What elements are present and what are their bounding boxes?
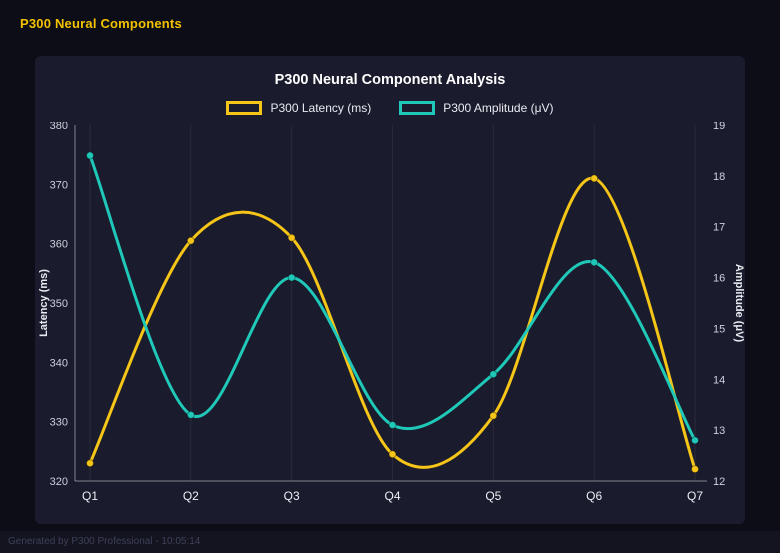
legend-swatch <box>226 101 263 115</box>
data-point[interactable] <box>590 258 599 267</box>
x-axis-label: Q2 <box>183 489 199 503</box>
data-point[interactable] <box>489 370 498 379</box>
data-point[interactable] <box>388 450 397 459</box>
data-point[interactable] <box>186 236 195 245</box>
legend-item-0[interactable]: P300 Latency (ms) <box>226 101 371 115</box>
left-axis-tick: 360 <box>50 239 68 251</box>
left-axis-tick: 340 <box>50 357 68 369</box>
right-axis-tick: 12 <box>713 476 725 488</box>
right-axis-tick: 13 <box>713 425 725 437</box>
legend-label: P300 Latency (ms) <box>270 101 372 115</box>
right-axis-title: Amplitude (μV) <box>733 264 745 343</box>
right-axis-tick: 17 <box>713 222 725 234</box>
right-axis-tick: 18 <box>713 171 725 183</box>
x-axis-label: Q7 <box>687 489 703 503</box>
x-axis-label: Q5 <box>485 489 501 503</box>
data-point[interactable] <box>86 459 94 468</box>
left-axis-tick: 370 <box>50 179 68 191</box>
data-point[interactable] <box>86 151 94 160</box>
legend-item-1[interactable]: P300 Amplitude (μV) <box>399 101 554 115</box>
chart-plot: 320 330 340 350 360 370 380 12 13 14 15 16 17 18 19 Q1 Q… <box>38 122 745 503</box>
left-axis-tick: 330 <box>50 417 68 429</box>
x-axis-label: Q4 <box>384 489 400 503</box>
footer-bar: Generated by P300 Professional - 10:05:1… <box>0 531 780 553</box>
data-point[interactable] <box>590 174 599 183</box>
data-point[interactable] <box>186 410 195 419</box>
x-axis-label: Q6 <box>586 489 602 503</box>
left-axis-tick: 350 <box>50 298 68 310</box>
data-point[interactable] <box>287 273 296 282</box>
footer-text: Generated by P300 Professional - 10:05:1… <box>8 536 201 547</box>
x-axis-label: Q1 <box>82 489 98 503</box>
legend-swatch <box>399 101 436 115</box>
data-point[interactable] <box>287 233 296 242</box>
page-title: P300 Neural Components <box>20 16 182 31</box>
left-axis-title: Latency (ms) <box>38 269 50 337</box>
left-axis-tick: 380 <box>50 122 68 132</box>
legend-label: P300 Amplitude (μV) <box>443 101 554 115</box>
right-axis-tick: 14 <box>713 374 725 386</box>
right-axis-tick: 19 <box>713 122 725 132</box>
data-point[interactable] <box>691 436 699 445</box>
data-point[interactable] <box>388 421 397 430</box>
data-point[interactable] <box>691 465 699 474</box>
chart-title: P300 Neural Component Analysis <box>274 72 506 88</box>
data-point[interactable] <box>489 411 498 420</box>
right-axis-tick: 15 <box>713 323 725 335</box>
chart-panel: P300 Neural Component Analysis P300 Late… <box>35 56 745 524</box>
right-axis-tick: 16 <box>713 273 725 285</box>
left-axis-tick: 320 <box>50 476 68 488</box>
x-axis-label: Q3 <box>284 489 300 503</box>
chart-legend: P300 Latency (ms) P300 Amplitude (μV) <box>35 100 745 116</box>
